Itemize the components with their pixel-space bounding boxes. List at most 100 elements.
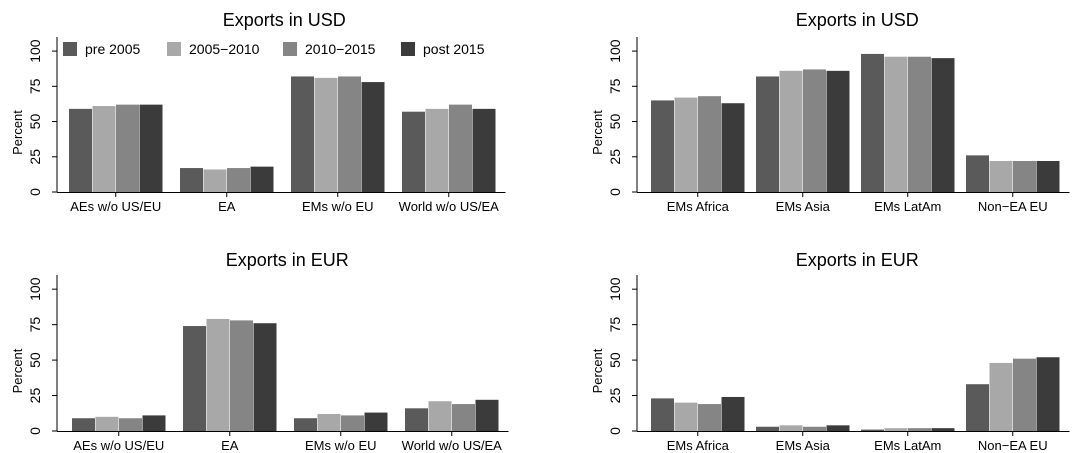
bar-1-3 (861, 429, 884, 431)
chart-panel-3: Exports in EUR Percent 0 25 50 75 100 AEs w/o U… (10, 250, 509, 453)
bar-1-2 (183, 326, 206, 431)
y-tick-label: 0 (607, 188, 623, 196)
bar-4-3 (931, 428, 955, 431)
x-tick-label: AEs w/o US/EU (70, 199, 161, 214)
x-tick-label: World w/o US/EA (399, 199, 500, 214)
x-tick-label: EMs LatAm (874, 438, 941, 453)
bar-3-1 (119, 418, 142, 431)
x-tick-label: Non−EA EU (978, 438, 1048, 453)
y-tick-label: 75 (607, 317, 623, 333)
bar-3-3 (338, 76, 361, 192)
x-tick-label: EMs Asia (776, 199, 831, 214)
chart-panel-4: Exports in EUR Percent 0 25 50 75 100 EMs Afric… (590, 250, 1070, 453)
bar-2-3 (314, 77, 338, 192)
x-tick-label: EMs Africa (667, 199, 730, 214)
y-tick-label: 25 (27, 149, 43, 165)
chart-panel-1: Exports in USD Percent 0 25 50 75 100 AEs w/o U… (10, 10, 506, 214)
bar-1-4 (966, 384, 989, 431)
bar-2-1 (95, 416, 119, 431)
y-axis-label: Percent (10, 110, 25, 155)
x-tick-label: EMs w/o EU (302, 199, 374, 214)
x-tick-label: AEs w/o US/EU (73, 438, 164, 453)
y-tick-label: 25 (27, 388, 43, 404)
bar-2-3 (317, 413, 341, 431)
y-tick-label: 50 (27, 114, 43, 130)
bar-1-1 (72, 418, 95, 431)
legend-label: post 2015 (423, 41, 485, 57)
bar-2-4 (428, 401, 452, 431)
bar-2-2 (206, 318, 230, 431)
y-tick-label: 50 (27, 352, 43, 368)
bar-3-3 (908, 56, 931, 193)
panel-title: Exports in USD (796, 10, 919, 30)
bar-2-2 (779, 70, 803, 192)
y-tick-label: 100 (607, 277, 623, 301)
bar-3-1 (698, 96, 721, 192)
bar-3-3 (908, 428, 931, 431)
bar-2-1 (674, 402, 698, 431)
bar-1-3 (861, 53, 884, 193)
y-tick-label: 75 (607, 78, 623, 94)
bar-1-2 (180, 168, 203, 192)
legend-label: 2010−2015 (305, 41, 376, 57)
y-tick-label: 75 (27, 317, 43, 333)
y-tick-label: 25 (607, 149, 623, 165)
bar-3-2 (803, 426, 826, 431)
bar-3-2 (803, 69, 826, 192)
y-tick-label: 25 (607, 388, 623, 404)
panel-title: Exports in EUR (226, 250, 349, 270)
y-tick-label: 100 (27, 39, 43, 63)
bar-3-4 (452, 404, 475, 431)
bar-4-4 (475, 399, 499, 431)
bar-4-4 (472, 108, 496, 192)
y-tick-label: 0 (27, 188, 43, 196)
panel-title: Exports in USD (223, 10, 346, 30)
bar-2-1 (674, 97, 698, 192)
bar-2-3 (884, 56, 908, 193)
bar-1-1 (651, 398, 674, 431)
bar-4-2 (826, 70, 850, 192)
bar-1-1 (69, 108, 92, 192)
bar-2-4 (989, 161, 1013, 192)
bar-4-3 (364, 412, 388, 431)
y-tick-label: 100 (27, 277, 43, 301)
x-tick-label: EMs Asia (776, 438, 831, 453)
bar-2-2 (203, 169, 227, 192)
legend: pre 2005 2005−2010 2010−2015 post 2015 (63, 41, 485, 57)
legend-swatch (167, 42, 181, 56)
y-tick-label: 0 (27, 427, 43, 435)
y-axis-label: Percent (590, 110, 605, 155)
bar-4-4 (1036, 161, 1060, 192)
bar-4-1 (721, 103, 745, 192)
bar-3-4 (1013, 161, 1036, 192)
bar-4-1 (721, 396, 745, 431)
bar-1-4 (402, 111, 425, 192)
y-tick-label: 50 (607, 352, 623, 368)
x-tick-label: EA (218, 199, 236, 214)
x-tick-label: EMs LatAm (874, 199, 941, 214)
legend-label: pre 2005 (85, 41, 140, 57)
bar-2-2 (779, 425, 803, 431)
bar-2-1 (92, 106, 116, 192)
y-axis-label: Percent (10, 348, 25, 393)
bar-4-2 (253, 323, 277, 431)
x-tick-label: EMs w/o EU (305, 438, 377, 453)
bar-2-3 (884, 428, 908, 431)
bar-4-4 (1036, 357, 1060, 431)
x-tick-label: EMs Africa (667, 438, 730, 453)
bar-4-3 (361, 82, 385, 192)
bar-1-4 (966, 155, 989, 192)
y-tick-label: 100 (607, 39, 623, 63)
bar-2-4 (425, 108, 449, 192)
bar-1-2 (756, 76, 779, 192)
bar-3-4 (449, 104, 472, 192)
y-tick-label: 75 (27, 78, 43, 94)
bar-4-1 (142, 415, 166, 431)
bar-3-1 (698, 404, 721, 431)
bar-1-2 (756, 426, 779, 431)
bar-3-3 (341, 415, 364, 431)
bar-4-2 (250, 166, 274, 192)
panel-title: Exports in EUR (796, 250, 919, 270)
